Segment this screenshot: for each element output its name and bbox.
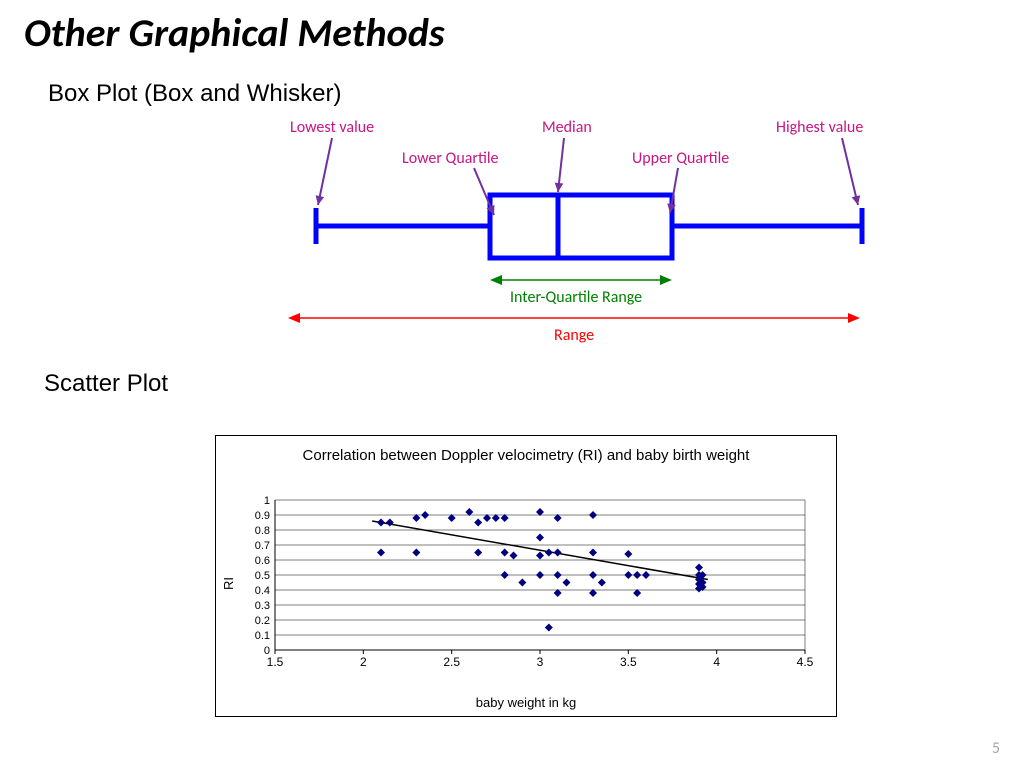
svg-text:0.6: 0.6 — [255, 555, 270, 567]
page-number: 5 — [992, 739, 1000, 758]
svg-text:0.2: 0.2 — [255, 615, 270, 627]
svg-text:3: 3 — [537, 655, 544, 669]
svg-text:0.3: 0.3 — [255, 600, 270, 612]
svg-text:4: 4 — [713, 655, 720, 669]
svg-text:0.7: 0.7 — [255, 540, 270, 552]
svg-text:4.5: 4.5 — [797, 655, 814, 669]
boxplot-diagram — [0, 0, 1024, 360]
svg-text:0.1: 0.1 — [255, 630, 270, 642]
svg-text:2.5: 2.5 — [443, 655, 460, 669]
svg-text:1: 1 — [264, 495, 270, 507]
scatter-plot: 00.10.20.30.40.50.60.70.80.911.522.533.5… — [215, 435, 835, 715]
svg-text:0.8: 0.8 — [255, 525, 270, 537]
svg-text:1.5: 1.5 — [267, 655, 284, 669]
svg-text:0.4: 0.4 — [255, 585, 270, 597]
svg-text:0.5: 0.5 — [255, 570, 270, 582]
svg-text:3.5: 3.5 — [620, 655, 637, 669]
svg-text:2: 2 — [360, 655, 367, 669]
scatter-heading: Scatter Plot — [44, 370, 168, 398]
svg-text:0.9: 0.9 — [255, 510, 270, 522]
